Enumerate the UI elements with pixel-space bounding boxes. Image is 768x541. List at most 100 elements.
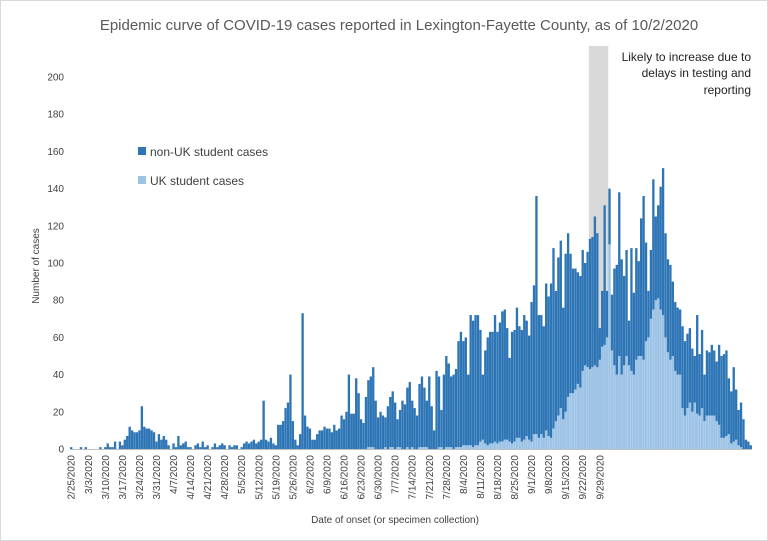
bar-uk-student <box>717 424 721 449</box>
bar-non-uk-student <box>277 424 280 449</box>
bar-uk-student <box>530 441 533 449</box>
bar-uk-student <box>635 359 638 449</box>
bar-uk-student <box>437 447 441 449</box>
y-tick-label: 60 <box>53 333 65 344</box>
note-line-2: delays in testing and <box>642 66 751 80</box>
bar-uk-student <box>620 374 623 449</box>
bar-non-uk-student <box>135 432 139 449</box>
bar-uk-student <box>520 441 523 449</box>
bar-uk-student <box>501 441 504 449</box>
bar-non-uk-student <box>557 257 560 416</box>
y-axis-ticks: 0 20 40 60 80 100 120 140 160 180 200 <box>47 73 64 456</box>
bar-non-uk-student <box>233 445 236 449</box>
bar-non-uk-student <box>155 441 158 449</box>
bar-non-uk-student <box>632 292 636 375</box>
bar-non-uk-student <box>221 443 224 449</box>
x-tick-label: 7/21/2020 <box>425 455 436 500</box>
bar-non-uk-student <box>593 216 597 366</box>
bar-non-uk-student <box>118 441 122 449</box>
bar-non-uk-student <box>540 315 543 435</box>
bar-non-uk-student <box>376 417 380 449</box>
bar-uk-student <box>613 365 616 449</box>
bar-non-uk-student <box>457 341 460 448</box>
bar-non-uk-student <box>247 443 251 449</box>
reporting-delay-shade <box>588 46 609 449</box>
bar-uk-student <box>632 374 636 449</box>
bar-uk-student <box>503 439 506 449</box>
bar-non-uk-student <box>440 409 443 448</box>
bar-non-uk-student <box>642 196 645 360</box>
bar-non-uk-student <box>501 311 504 442</box>
bar-non-uk-student <box>625 249 628 356</box>
bar-uk-student <box>698 415 701 449</box>
bar-non-uk-student <box>508 357 511 442</box>
bar-uk-student <box>696 413 699 449</box>
bar-uk-student <box>671 356 675 449</box>
reporting-delay-note: Likely to increase due to delays in test… <box>622 50 752 97</box>
bar-non-uk-student <box>491 331 494 444</box>
bar-uk-student <box>569 393 572 449</box>
bar-non-uk-student <box>727 378 731 435</box>
bar-non-uk-student <box>703 374 706 422</box>
bar-uk-student <box>491 443 494 449</box>
bar-non-uk-student <box>562 307 565 420</box>
bar-non-uk-student <box>710 344 713 416</box>
bar-non-uk-student <box>520 329 523 442</box>
bar-non-uk-student <box>333 424 336 449</box>
bar-uk-student <box>535 434 538 449</box>
bar-non-uk-student <box>174 447 178 449</box>
bar-uk-student <box>693 402 696 449</box>
bar-non-uk-student <box>549 283 553 438</box>
bar-non-uk-student <box>564 253 567 412</box>
bar-uk-student <box>384 447 387 449</box>
bar-non-uk-student <box>442 374 446 449</box>
bar-non-uk-student <box>566 233 570 397</box>
x-tick-label: 2/25/2020 <box>67 455 78 500</box>
bar-uk-student <box>715 421 718 449</box>
bar-non-uk-student <box>323 426 326 449</box>
bar-uk-student <box>545 430 548 449</box>
bar-uk-student <box>367 447 370 449</box>
bar-uk-student <box>557 415 560 449</box>
bar-non-uk-student <box>459 331 463 448</box>
bar-uk-student <box>640 356 643 449</box>
bar-non-uk-student <box>367 380 370 448</box>
bar-non-uk-student <box>330 432 334 449</box>
chart-title: Epidemic curve of COVID-19 cases reporte… <box>100 17 698 34</box>
bar-non-uk-student <box>281 421 285 449</box>
bar-uk-student <box>559 408 562 449</box>
bar-uk-student <box>396 447 399 449</box>
bar-non-uk-student <box>408 382 411 449</box>
bar-non-uk-student <box>279 424 282 449</box>
bar-non-uk-student <box>547 296 550 436</box>
bar-non-uk-student <box>676 307 679 375</box>
bar-non-uk-student <box>454 369 458 448</box>
bar-non-uk-student <box>591 236 594 368</box>
bar-non-uk-student <box>391 391 394 448</box>
bar-uk-student <box>703 421 706 449</box>
bar-non-uk-student <box>147 428 151 449</box>
bar-non-uk-student <box>213 443 217 449</box>
y-tick-label: 0 <box>58 445 64 456</box>
bar-uk-student <box>618 356 621 449</box>
bar-uk-student <box>406 447 409 449</box>
bar-uk-student <box>518 437 521 449</box>
bar-uk-student <box>481 439 485 449</box>
x-tick-label: 4/14/2020 <box>186 455 197 500</box>
bar-non-uk-student <box>525 320 528 436</box>
bar-uk-student <box>464 445 467 449</box>
bar-uk-student <box>425 447 428 449</box>
bar-non-uk-student <box>364 396 368 449</box>
bar-uk-student <box>601 346 604 449</box>
bar-non-uk-student <box>189 447 192 449</box>
bar-non-uk-student <box>640 218 643 356</box>
bar-uk-student <box>583 365 587 449</box>
bar-non-uk-student <box>289 374 292 449</box>
bar-non-uk-student <box>447 363 450 448</box>
bar-uk-student <box>735 439 738 449</box>
bar-non-uk-student <box>688 328 692 403</box>
bar-non-uk-student <box>615 264 618 375</box>
bar-non-uk-student <box>362 422 365 449</box>
y-tick-label: 200 <box>47 73 64 84</box>
bar-non-uk-student <box>469 315 472 446</box>
